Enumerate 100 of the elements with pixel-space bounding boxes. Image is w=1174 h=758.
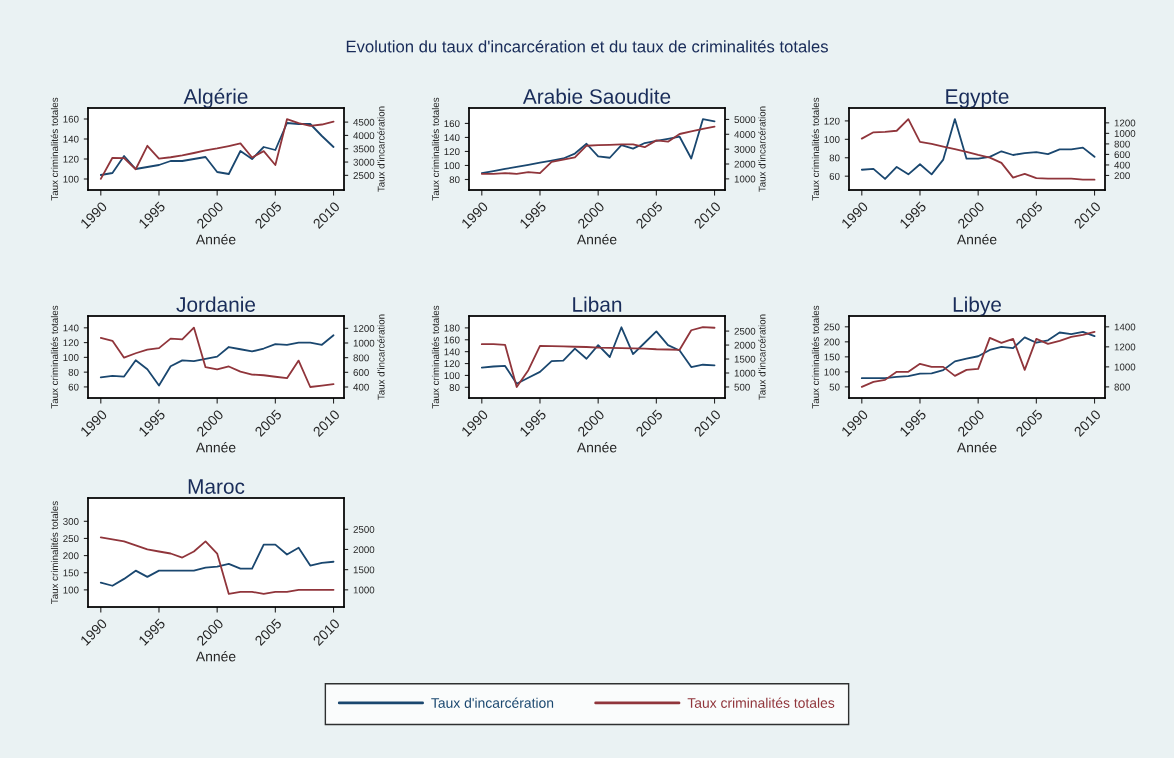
y-axis-title: Taux criminalités totales xyxy=(811,97,820,201)
y2-tick-label: 400 xyxy=(1114,161,1130,169)
y-tick-label: 120 xyxy=(63,339,79,347)
y2-tick-label: 3000 xyxy=(353,158,375,166)
y2-tick-label: 3500 xyxy=(353,145,375,153)
line-series xyxy=(860,331,1096,380)
y2-tick-label: 1200 xyxy=(353,325,375,332)
y2-axis-title: Taux d'incarcération xyxy=(377,314,385,400)
y-tick-label: 120 xyxy=(824,117,840,125)
y2-tick-label: 2500 xyxy=(353,526,375,533)
y-tick-label: 80 xyxy=(829,154,840,162)
y-axis-title: Taux criminalités totales xyxy=(811,305,820,409)
y-tick-label: 80 xyxy=(449,384,460,391)
y-tick-label: 100 xyxy=(444,372,460,380)
y-tick-label: 100 xyxy=(444,162,460,170)
y2-tick-label: 1000 xyxy=(734,175,756,183)
line-series xyxy=(99,536,335,595)
y-tick-label: 140 xyxy=(63,135,79,143)
y-tick-label: 140 xyxy=(444,134,460,142)
y-tick-label: 120 xyxy=(444,148,460,156)
line-series xyxy=(860,330,1096,388)
y-tick-label: 250 xyxy=(824,323,840,331)
y2-tick-label: 4000 xyxy=(353,132,375,140)
x-axis-title: Année xyxy=(956,442,997,453)
y2-tick-label: 800 xyxy=(1114,140,1130,148)
chart-title: Jordanie xyxy=(176,296,256,312)
y-tick-label: 200 xyxy=(824,338,840,346)
y-tick-label: 120 xyxy=(63,155,79,163)
y2-tick-label: 2500 xyxy=(353,172,375,179)
x-axis-title: Année xyxy=(956,234,997,245)
x-axis-title: Année xyxy=(195,651,236,662)
y2-axis-title: Taux d'incarcération xyxy=(758,314,766,400)
y-tick-label: 80 xyxy=(68,368,79,376)
chart-title: Libye xyxy=(953,296,1001,316)
y2-tick-label: 2500 xyxy=(734,327,756,335)
y-axis-title: Taux criminalités totales xyxy=(50,305,59,409)
y-tick-label: 180 xyxy=(444,324,460,332)
y-tick-label: 250 xyxy=(63,535,79,543)
y2-tick-label: 2000 xyxy=(353,546,375,554)
y2-tick-label: 200 xyxy=(1114,172,1130,180)
y-tick-label: 60 xyxy=(68,383,79,391)
y2-tick-label: 1200 xyxy=(1114,343,1136,351)
y-tick-label: 150 xyxy=(824,353,840,361)
y-tick-label: 100 xyxy=(824,368,840,376)
x-axis-title: Année xyxy=(195,234,236,245)
y2-tick-label: 800 xyxy=(1114,383,1130,391)
y-tick-label: 50 xyxy=(829,383,840,391)
chart-title: Algérie xyxy=(183,88,248,108)
y-tick-label: 200 xyxy=(63,552,79,560)
y-axis-title: Taux criminalités totales xyxy=(50,501,59,604)
y2-tick-label: 600 xyxy=(1114,151,1130,159)
line-series xyxy=(99,543,335,587)
y-tick-label: 300 xyxy=(63,518,79,525)
text: Evolution du taux d'incarcération et du taux de criminalités totales xyxy=(346,40,828,53)
chart-title: Arabie Saoudite xyxy=(522,88,671,104)
y2-tick-label: 3000 xyxy=(734,145,756,153)
y-axis-title: Taux criminalités totales xyxy=(431,97,440,201)
y2-tick-label: 2000 xyxy=(734,341,756,349)
y-tick-label: 140 xyxy=(63,324,79,332)
y2-tick-label: 800 xyxy=(353,354,369,362)
y-tick-label: 100 xyxy=(824,136,840,143)
y2-tick-label: 4500 xyxy=(353,118,375,126)
y-axis-title: Taux criminalités totales xyxy=(431,305,440,409)
x-axis-title: Année xyxy=(576,442,617,453)
text: Taux d'incarcération xyxy=(431,697,554,708)
x-axis-title: Année xyxy=(195,442,236,453)
y-tick-label: 80 xyxy=(449,176,460,184)
y2-axis-title: Taux d'incarcération xyxy=(758,106,766,192)
y2-tick-label: 1000 xyxy=(1114,363,1136,371)
y-tick-label: 100 xyxy=(63,354,79,361)
y2-tick-label: 1000 xyxy=(353,586,375,594)
y-tick-label: 100 xyxy=(63,586,79,594)
y2-tick-label: 500 xyxy=(734,383,750,391)
y-tick-label: 60 xyxy=(829,172,840,180)
y-tick-label: 160 xyxy=(444,120,460,128)
y-axis-title: Taux criminalités totales xyxy=(50,97,59,201)
y-tick-label: 160 xyxy=(63,115,79,123)
y2-tick-label: 5000 xyxy=(734,116,756,124)
y-tick-label: 140 xyxy=(444,348,460,356)
y2-tick-label: 600 xyxy=(353,369,369,376)
y2-tick-label: 1500 xyxy=(353,566,375,574)
y2-tick-label: 1000 xyxy=(1114,130,1136,137)
y2-tick-label: 400 xyxy=(353,383,369,391)
x-axis-title: Année xyxy=(576,234,617,245)
y2-tick-label: 1200 xyxy=(1114,119,1136,127)
y-tick-label: 100 xyxy=(63,175,79,183)
y2-tick-label: 1000 xyxy=(353,339,375,347)
y2-tick-label: 2000 xyxy=(734,160,756,168)
y2-tick-label: 1400 xyxy=(1114,323,1136,331)
y2-axis-title: Taux d'incarcération xyxy=(377,106,385,192)
chart-title: Egypte xyxy=(946,89,1009,108)
chart-title: Maroc xyxy=(188,479,245,494)
y2-tick-label: 1000 xyxy=(734,369,756,377)
y2-tick-label: 4000 xyxy=(734,131,756,138)
chart-title: Liban xyxy=(573,296,622,312)
text: Taux criminalités totales xyxy=(687,697,835,708)
y-tick-label: 150 xyxy=(63,569,79,577)
y-tick-label: 160 xyxy=(444,336,460,344)
y-tick-label: 120 xyxy=(444,360,460,368)
y2-tick-label: 1500 xyxy=(734,355,756,363)
